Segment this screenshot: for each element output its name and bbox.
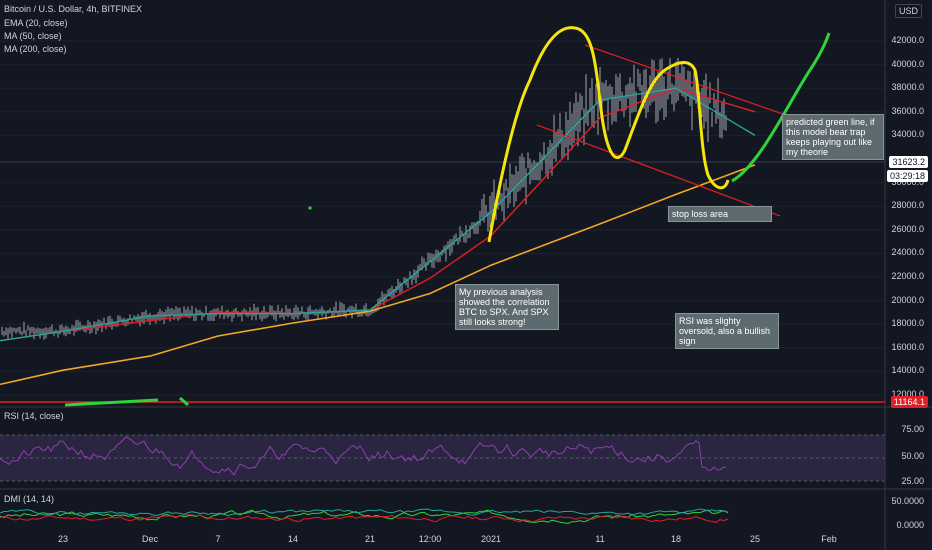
price-tick: 34000.0	[891, 129, 924, 140]
adx-line	[0, 508, 729, 517]
channel-upper-line[interactable]	[584, 44, 801, 121]
currency-label[interactable]: USD	[894, 4, 922, 18]
rsi-title[interactable]: RSI (14, close)	[4, 411, 64, 421]
prediction-mark-1	[64, 398, 159, 407]
channel-lower-line[interactable]	[536, 124, 781, 217]
price-tick: 24000.0	[891, 247, 924, 258]
time-tick-25: 25	[749, 534, 761, 544]
legend-ema[interactable]: EMA (20, close)	[4, 18, 68, 28]
price-tick: 42000.0	[891, 35, 924, 45]
dmi-plus-line	[0, 509, 729, 525]
time-tick-dec: Dec	[141, 534, 159, 544]
price-tick: 38000.0	[891, 82, 924, 93]
time-tick-feb: Feb	[821, 534, 837, 544]
time-tick-2021: 2021	[480, 534, 502, 544]
time-tick-7: 7	[215, 534, 221, 544]
price-tick: 22000.0	[891, 271, 924, 281]
time-tick-21: 21	[364, 534, 376, 544]
last-price-tag: 31623.2	[889, 156, 928, 168]
time-tick-1200: 12:00	[418, 534, 442, 544]
ma50-line	[0, 87, 756, 342]
price-tick: 36000.0	[891, 105, 924, 116]
price-tick: 16000.0	[891, 341, 924, 352]
note-stop-loss[interactable]: stop loss area	[668, 206, 772, 222]
time-tick-18: 18	[670, 534, 682, 544]
note-rsi[interactable]: RSI was slighty oversold, also a bullish…	[675, 313, 779, 349]
note-green-line[interactable]: predicted green line, if this model bear…	[782, 114, 884, 160]
price-tick: 20000.0	[891, 294, 924, 305]
price-tick: 28000.0	[891, 200, 924, 211]
symbol-title[interactable]: Bitcoin / U.S. Dollar, 4h, BITFINEX	[4, 4, 143, 14]
dmi-title[interactable]: DMI (14, 14)	[4, 494, 55, 504]
rsi-tick-25: 25.00	[901, 476, 924, 486]
marker-dot	[308, 206, 312, 210]
countdown-tag: 03:29:18	[886, 170, 928, 182]
time-tick-11: 11	[595, 534, 605, 544]
dmi-tick-0: 0.0000	[896, 520, 924, 530]
ema20-line	[0, 87, 756, 342]
time-tick-23: 23	[57, 534, 69, 544]
prediction-line[interactable]	[731, 32, 831, 183]
price-tick: 14000.0	[891, 365, 924, 376]
price-tick: 40000.0	[891, 58, 924, 69]
double-top-pattern[interactable]	[487, 26, 730, 243]
rsi-tick-50: 50.00	[901, 451, 924, 461]
dmi-minus-line	[0, 514, 729, 523]
price-tick: 26000.0	[891, 223, 924, 234]
legend-ma200[interactable]: MA (200, close)	[4, 44, 67, 54]
rsi-tick-75: 75.00	[901, 424, 924, 434]
price-tick: 12000.0	[891, 389, 924, 399]
rsi-band	[0, 435, 885, 481]
price-tick: 18000.0	[891, 318, 924, 329]
legend-ma50[interactable]: MA (50, close)	[4, 31, 62, 41]
ma200-line	[0, 164, 756, 386]
prediction-mark-2	[179, 396, 189, 407]
note-previous-analysis[interactable]: My previous analysis showed the correlat…	[455, 284, 559, 330]
rsi-line	[0, 436, 726, 476]
candles	[1, 58, 727, 340]
support-price-tag: 11164.1	[890, 396, 928, 408]
dmi-tick-50: 50.0000	[891, 496, 924, 506]
time-tick-14: 14	[287, 534, 299, 544]
